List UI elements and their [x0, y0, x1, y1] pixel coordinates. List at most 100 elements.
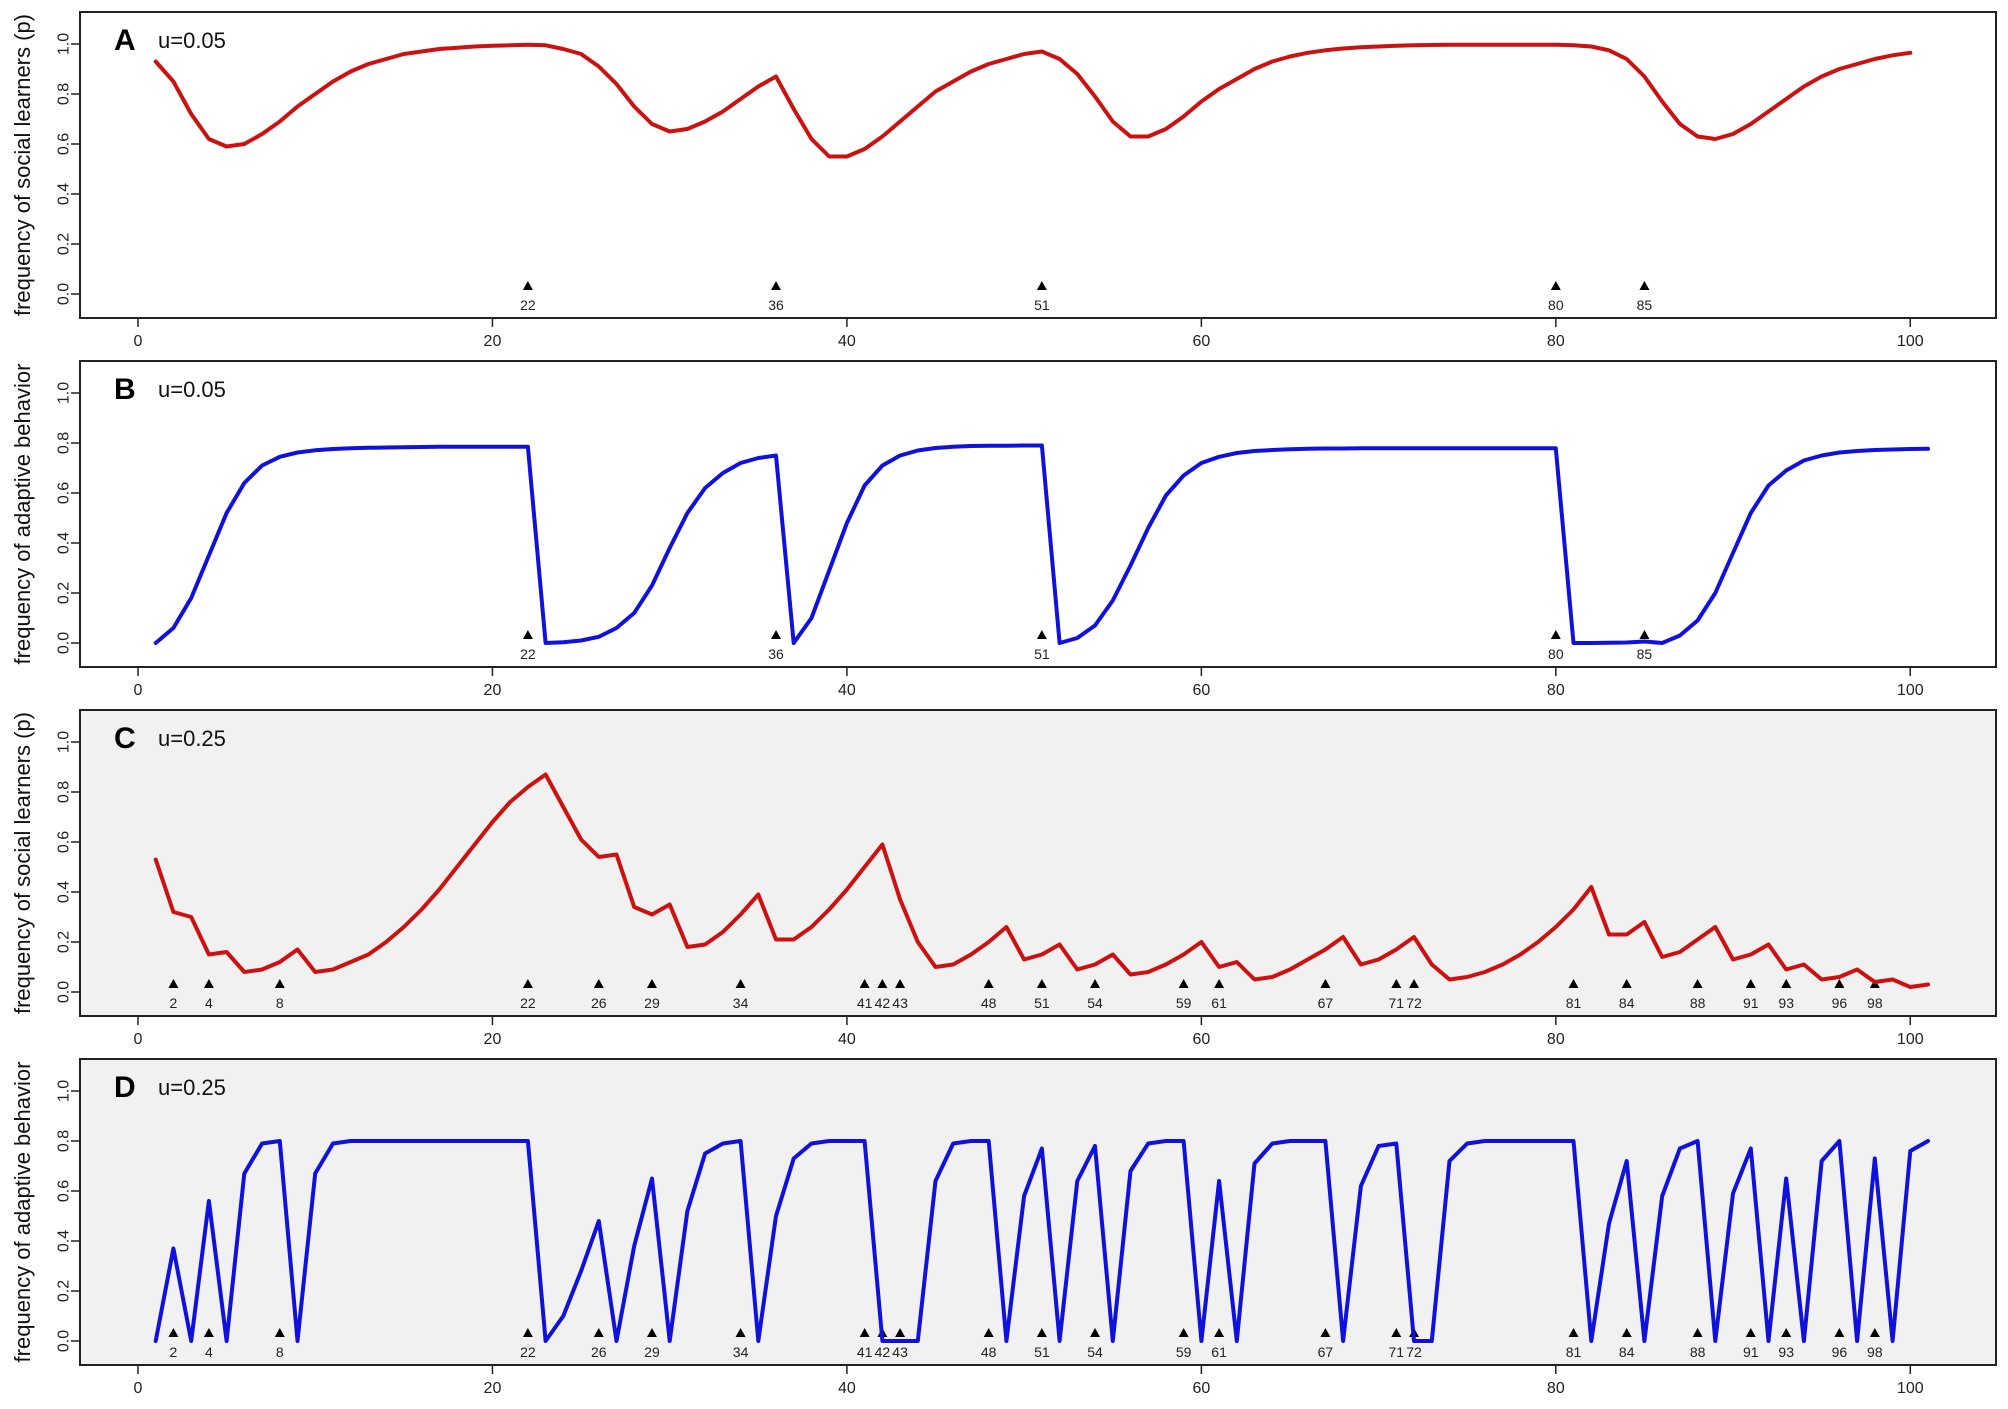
x-tick-label: 100 [1897, 1380, 1924, 1397]
y-tick-label: 0.0 [56, 283, 73, 305]
event-marker [1639, 630, 1650, 639]
event-marker [1568, 1328, 1579, 1337]
x-tick-label: 60 [1192, 1380, 1210, 1397]
event-label: 84 [1619, 995, 1635, 1011]
event-label: 22 [520, 297, 536, 313]
event-label: 43 [892, 1344, 908, 1360]
x-tick-label: 60 [1192, 1031, 1210, 1048]
event-label: 22 [520, 995, 536, 1011]
event-marker [646, 1328, 657, 1337]
event-label: 59 [1176, 1344, 1192, 1360]
event-marker [274, 979, 285, 988]
y-tick-label: 0.2 [56, 582, 73, 604]
event-label: 42 [875, 995, 891, 1011]
event-label: 41 [857, 1344, 873, 1360]
x-tick-label: 0 [134, 1380, 143, 1397]
event-label: 67 [1318, 1344, 1334, 1360]
param-label: u=0.05 [158, 377, 226, 402]
event-label: 54 [1087, 1344, 1103, 1360]
y-tick-label: 0.4 [56, 532, 73, 554]
event-marker [274, 1328, 285, 1337]
panel-letter: B [114, 373, 136, 406]
event-label: 59 [1176, 995, 1192, 1011]
event-marker [1621, 979, 1632, 988]
panel-letter: C [114, 722, 136, 755]
event-marker [1036, 979, 1047, 988]
event-marker [1550, 281, 1561, 290]
y-tick-label: 0.8 [56, 432, 73, 454]
x-tick-label: 100 [1897, 333, 1924, 350]
event-marker [1550, 630, 1561, 639]
y-tick-label: 0.0 [56, 981, 73, 1003]
event-label: 72 [1406, 995, 1422, 1011]
event-label: 8 [276, 995, 284, 1011]
y-tick-label: 0.0 [56, 1330, 73, 1352]
x-tick-label: 80 [1547, 1031, 1565, 1048]
event-label: 34 [733, 1344, 749, 1360]
event-label: 48 [981, 1344, 997, 1360]
event-marker [1178, 979, 1189, 988]
x-tick-label: 100 [1897, 1031, 1924, 1048]
event-marker [771, 281, 782, 290]
event-label: 88 [1690, 995, 1706, 1011]
event-marker [1639, 281, 1650, 290]
event-label: 51 [1034, 646, 1050, 662]
x-tick-label: 0 [134, 333, 143, 350]
event-marker [1090, 979, 1101, 988]
y-tick-label: 0.0 [56, 632, 73, 654]
event-marker [895, 979, 906, 988]
series-line [153, 42, 1913, 159]
event-label: 85 [1637, 646, 1653, 662]
event-label: 71 [1389, 1344, 1405, 1360]
x-tick-label: 0 [134, 682, 143, 699]
x-tick-label: 40 [838, 682, 856, 699]
event-label: 26 [591, 1344, 607, 1360]
y-axis-label: frequency of adaptive behavior [10, 1062, 35, 1363]
event-marker [522, 630, 533, 639]
y-tick-label: 0.8 [56, 1130, 73, 1152]
x-tick-label: 20 [484, 1031, 502, 1048]
y-tick-label: 0.2 [56, 233, 73, 255]
event-label: 81 [1566, 1344, 1582, 1360]
x-tick-label: 40 [838, 1031, 856, 1048]
event-marker [1214, 979, 1225, 988]
event-label: 48 [981, 995, 997, 1011]
y-tick-label: 0.4 [56, 881, 73, 903]
event-label: 85 [1637, 297, 1653, 313]
event-label: 41 [857, 995, 873, 1011]
event-label: 22 [520, 1344, 536, 1360]
event-label: 81 [1566, 995, 1582, 1011]
x-tick-label: 0 [134, 1031, 143, 1048]
event-marker [593, 1328, 604, 1337]
event-marker [1036, 1328, 1047, 1337]
event-label: 96 [1832, 1344, 1848, 1360]
event-marker [1320, 979, 1331, 988]
event-marker [593, 979, 604, 988]
x-tick-label: 60 [1192, 333, 1210, 350]
event-marker [1621, 1328, 1632, 1337]
event-marker [1178, 1328, 1189, 1337]
event-marker [522, 1328, 533, 1337]
event-label: 26 [591, 995, 607, 1011]
event-label: 72 [1406, 1344, 1422, 1360]
event-marker [1090, 1328, 1101, 1337]
event-label: 80 [1548, 646, 1564, 662]
event-marker [1036, 281, 1047, 290]
param-label: u=0.05 [158, 28, 226, 53]
event-marker [983, 1328, 994, 1337]
y-tick-label: 1.0 [56, 1080, 73, 1102]
plot-frame [79, 11, 1997, 319]
event-marker [983, 979, 994, 988]
event-marker [859, 1328, 870, 1337]
event-label: 2 [170, 995, 178, 1011]
series-line [153, 443, 1930, 645]
event-label: 4 [205, 995, 213, 1011]
x-tick-label: 100 [1897, 682, 1924, 699]
event-label: 91 [1743, 995, 1759, 1011]
event-marker [1834, 1328, 1845, 1337]
event-marker [1320, 1328, 1331, 1337]
event-marker [771, 630, 782, 639]
